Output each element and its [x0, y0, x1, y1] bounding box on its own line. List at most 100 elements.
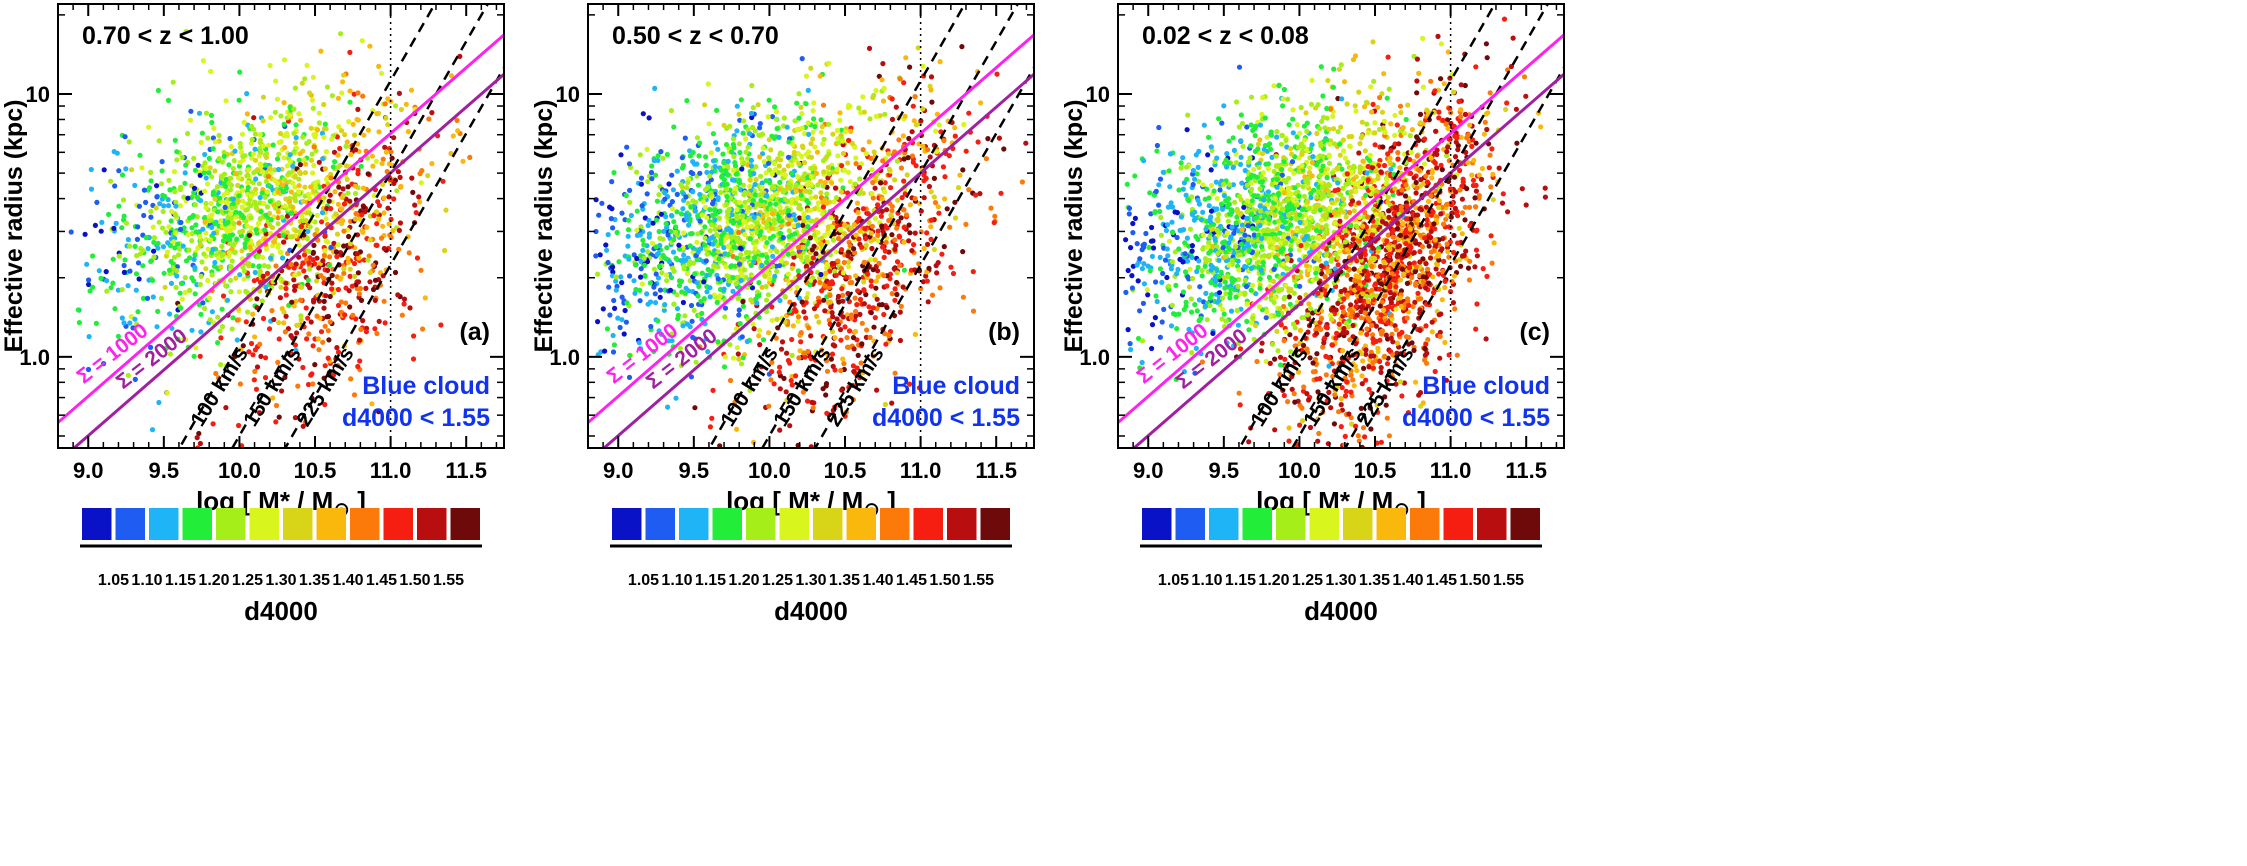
scatter-point [739, 361, 744, 366]
scatter-point [853, 309, 858, 314]
scatter-point [734, 236, 739, 241]
scatter-point [928, 224, 933, 229]
scatter-point [296, 111, 301, 116]
scatter-point [791, 251, 796, 256]
scatter-point [1385, 96, 1390, 101]
scatter-point [809, 400, 814, 405]
scatter-point [298, 162, 303, 167]
scatter-point [174, 149, 179, 154]
scatter-point [834, 273, 839, 278]
scatter-point [1023, 141, 1028, 146]
scatter-point [1503, 107, 1508, 112]
scatter-point [160, 226, 165, 231]
scatter-point [799, 154, 804, 159]
scatter-point [323, 122, 328, 127]
scatter-point [647, 235, 652, 240]
colorbar-tick-label: 1.05 [628, 572, 659, 589]
scatter-point [605, 260, 610, 265]
scatter-point [361, 204, 366, 209]
scatter-point [716, 276, 721, 281]
scatter-point [307, 285, 312, 290]
scatter-point [770, 254, 775, 259]
scatter-point [665, 152, 670, 157]
scatter-point [336, 287, 341, 292]
scatter-point [419, 180, 424, 185]
scatter-point [228, 278, 233, 283]
scatter-point [772, 104, 777, 109]
scatter-point [102, 167, 107, 172]
scatter-point [191, 213, 196, 218]
scatter-point [694, 240, 699, 245]
scatter-point [342, 201, 347, 206]
scatter-point [233, 171, 238, 176]
scatter-point [193, 202, 198, 207]
scatter-point [702, 102, 707, 107]
scatter-point [1187, 267, 1192, 272]
scatter-point [607, 312, 612, 317]
scatter-point [846, 105, 851, 110]
scatter-point [204, 175, 209, 180]
scatter-point [727, 207, 732, 212]
scatter-point [180, 297, 185, 302]
scatter-point [676, 313, 681, 318]
scatter-point [322, 248, 327, 253]
scatter-point [244, 319, 249, 324]
scatter-point [141, 213, 146, 218]
scatter-point [753, 128, 758, 133]
scatter-point [1414, 78, 1419, 83]
scatter-point [325, 84, 330, 89]
scatter-point [90, 253, 95, 258]
scatter-point [198, 282, 203, 287]
scatter-point [346, 260, 351, 265]
scatter-point [735, 104, 740, 109]
scatter-point [279, 139, 284, 144]
scatter-point [223, 222, 228, 227]
scatter-point [715, 300, 720, 305]
scatter-point [681, 264, 686, 269]
scatter-point [846, 264, 851, 269]
scatter-point [901, 207, 906, 212]
scatter-point [695, 231, 700, 236]
colorbar-tick-label: 1.25 [762, 572, 793, 589]
scatter-point [246, 185, 251, 190]
scatter-point [1249, 95, 1254, 100]
scatter-point [242, 277, 247, 282]
scatter-point [188, 118, 193, 123]
scatter-point [283, 204, 288, 209]
scatter-point [956, 185, 961, 190]
scatter-point [722, 314, 727, 319]
scatter-point [837, 110, 842, 115]
scatter-point [713, 164, 718, 169]
scatter-point [751, 171, 756, 176]
scatter-point [908, 202, 913, 207]
scatter-point [731, 168, 736, 173]
scatter-point [913, 94, 918, 99]
scatter-point [260, 255, 265, 260]
colorbar-swatch [646, 508, 676, 540]
scatter-point [612, 306, 617, 311]
scatter-point [275, 97, 280, 102]
scatter-point [225, 200, 230, 205]
scatter-point [333, 211, 338, 216]
scatter-point [848, 179, 853, 184]
scatter-point [642, 256, 647, 261]
scatter-point [423, 295, 428, 300]
scatter-point [798, 206, 803, 211]
scatter-point [249, 124, 254, 129]
scatter-point [280, 182, 285, 187]
scatter-point [789, 171, 794, 176]
scatter-point [347, 288, 352, 293]
scatter-point [302, 185, 307, 190]
scatter-point [1378, 264, 1383, 269]
scatter-point [683, 258, 688, 263]
scatter-point [196, 163, 201, 168]
scatter-point [734, 128, 739, 133]
scatter-point [763, 274, 768, 279]
scatter-point [1020, 179, 1025, 184]
scatter-point [817, 280, 822, 285]
scatter-point [606, 285, 611, 290]
scatter-point [300, 135, 305, 140]
scatter-point [306, 278, 311, 283]
scatter-point [902, 225, 907, 230]
scatter-point [121, 320, 126, 325]
